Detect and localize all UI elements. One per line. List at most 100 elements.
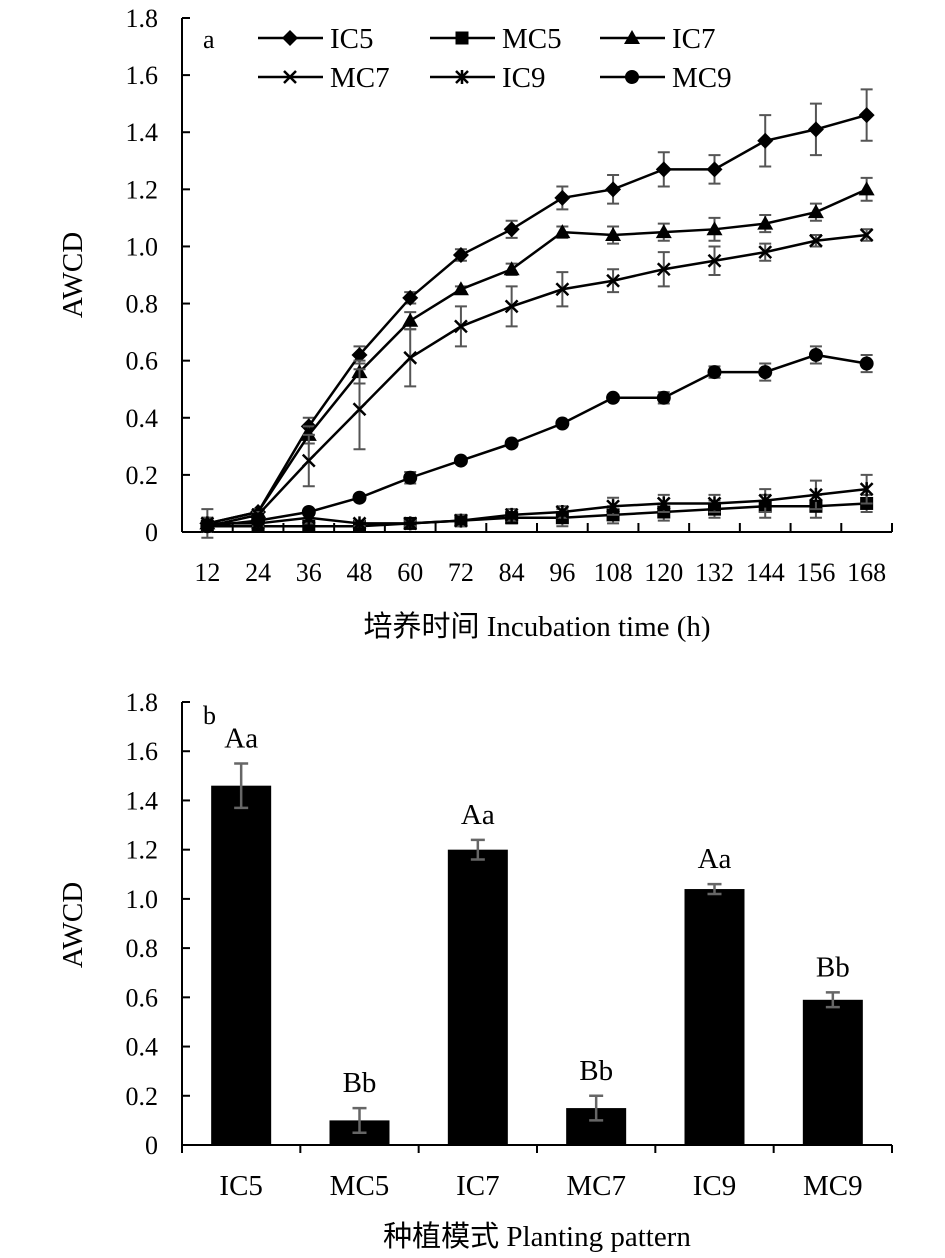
legend-ic7-marker — [624, 30, 640, 44]
panel-a-x-tick-label: 168 — [847, 558, 886, 587]
mc7-point — [809, 233, 823, 248]
mc7-point — [403, 350, 418, 365]
ic9-point — [454, 513, 468, 528]
mc9-point — [606, 390, 621, 405]
significance-label-mc7: Bb — [579, 1055, 613, 1087]
legend-label: IC9 — [502, 62, 546, 94]
panel-a-y-tick-label: 1.0 — [126, 232, 159, 261]
legend-label: MC9 — [672, 62, 732, 94]
mc9-point — [707, 365, 722, 380]
panel-b-x-axis-title: 种植模式 Planting pattern — [383, 1220, 691, 1253]
bar-ic9 — [684, 889, 745, 1145]
panel-a-x-tick-label: 144 — [746, 558, 785, 587]
ic7-point — [402, 312, 419, 327]
legend-item-mc7: MC7 — [258, 62, 390, 94]
series-ic9 — [200, 473, 874, 539]
mc7-point — [758, 245, 773, 260]
panel-b-bars-group: Aa Bb Aa Bb Aa Bb — [211, 723, 863, 1145]
panel-a-x-tick-label: 84 — [499, 558, 525, 587]
ic5-error-bar — [234, 762, 249, 810]
panel-a-y-tick-label: 0.2 — [126, 461, 159, 490]
bar-ic5 — [211, 785, 272, 1145]
legend-item-mc5: MC5 — [430, 23, 562, 55]
panel-a-legend: IC5 MC5 IC7 MC7 IC9 MC9 — [258, 23, 732, 94]
panel-a-x-tick-label: 48 — [347, 558, 373, 587]
mc9-point — [403, 470, 418, 485]
bar-group-mc7: Bb — [566, 1055, 627, 1145]
mc9-error-bar — [825, 991, 840, 1009]
significance-label-mc5: Bb — [343, 1067, 377, 1099]
ic5-point — [858, 107, 875, 124]
ic5-point — [807, 121, 824, 138]
ic5-line — [207, 113, 867, 525]
mc9-point — [808, 347, 823, 362]
panel-b-y-tick-label: 0.4 — [126, 1033, 159, 1062]
panel-a-x-tick-label: 108 — [594, 558, 633, 587]
series-mc7 — [200, 228, 874, 534]
ic7-point — [858, 181, 875, 196]
panel-a-x-tick-label: 60 — [397, 558, 423, 587]
ic5-point — [757, 132, 774, 149]
ic7-point — [554, 224, 571, 239]
panel-b-y-tick-label: 1.2 — [126, 836, 159, 865]
panel-b-y-tick-label: 1.0 — [126, 885, 159, 914]
panel-b-x-tick-label: IC9 — [693, 1170, 737, 1202]
mc9-point — [555, 416, 570, 431]
panel-b-x-ticks: IC5 MC5 IC7 MC7 IC9 MC9 — [181, 1145, 893, 1202]
panel-a-y-tick-label: 0.4 — [126, 404, 159, 433]
panel-b-y-tick-label: 1.4 — [126, 786, 159, 815]
mc9-point — [251, 513, 266, 528]
legend-mc7-marker — [283, 70, 297, 84]
panel-a-y-tick-label: 1.2 — [126, 175, 159, 204]
mc9-point — [200, 519, 215, 534]
series-ic7 — [199, 176, 875, 531]
panel-a-y-tick-label: 0.8 — [126, 290, 159, 319]
mc7-error-bar — [589, 1094, 604, 1122]
panel-b-y-tick-label: 0.8 — [126, 934, 159, 963]
ic7-error-bar — [470, 838, 485, 861]
ic5-point — [605, 181, 622, 198]
mc7-point — [454, 319, 468, 334]
panel-b-x-tick-label: MC5 — [330, 1170, 390, 1202]
panel-a-y-axis-title: AWCD — [57, 232, 89, 318]
panel-a-series-group — [199, 88, 875, 539]
panel-b-y-tick-label: 0 — [145, 1131, 158, 1160]
mc9-point — [859, 356, 874, 371]
ic9-point — [555, 505, 570, 520]
panel-a-x-ticks: 12 24 36 48 60 72 84 96 108 120 132 144 156 168 — [181, 523, 893, 587]
significance-label-ic9: Aa — [698, 843, 732, 875]
ic9-point — [656, 496, 671, 511]
ic9-point — [707, 496, 722, 511]
ic5-point — [503, 221, 520, 238]
panel-b-y-tick-label: 0.6 — [126, 983, 159, 1012]
panel-a-x-tick-label: 12 — [194, 558, 220, 587]
bar-group-mc9: Bb — [802, 951, 863, 1145]
legend-item-mc9: MC9 — [600, 62, 732, 94]
panel-a-y-tick-label: 1.8 — [126, 4, 159, 33]
bar-mc9 — [802, 999, 863, 1145]
panel-a-x-tick-label: 120 — [644, 558, 683, 587]
ic7-point — [807, 204, 824, 219]
legend-mc5-marker — [455, 31, 469, 45]
ic5-point — [554, 189, 571, 206]
panel-a-x-tick-label: 24 — [245, 558, 271, 587]
ic7-point — [757, 215, 774, 230]
ic7-point — [605, 227, 622, 242]
mc9-point — [453, 453, 468, 468]
ic9-point — [809, 487, 823, 502]
legend-label: MC5 — [502, 23, 562, 55]
mc7-point — [606, 273, 620, 288]
mc5-line — [207, 502, 867, 528]
bar-group-ic5: Aa — [211, 723, 272, 1145]
panel-a-y-tick-label: 1.4 — [126, 118, 159, 147]
mc7-point — [859, 228, 874, 242]
legend-label: IC7 — [672, 23, 716, 55]
panel-b-x-tick-label: IC5 — [219, 1170, 263, 1202]
bar-ic7 — [447, 849, 508, 1145]
ic9-point — [606, 499, 620, 514]
ic5-point — [452, 247, 469, 264]
mc7-point — [352, 402, 367, 417]
bar-group-mc5: Bb — [329, 1067, 390, 1145]
ic5-point — [655, 161, 672, 178]
